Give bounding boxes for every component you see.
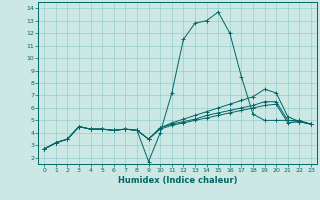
X-axis label: Humidex (Indice chaleur): Humidex (Indice chaleur) xyxy=(118,176,237,185)
